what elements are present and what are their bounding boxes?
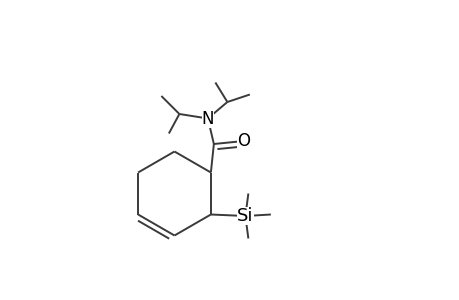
- Text: O: O: [237, 132, 250, 150]
- Text: Si: Si: [236, 207, 253, 225]
- Text: N: N: [201, 110, 213, 128]
